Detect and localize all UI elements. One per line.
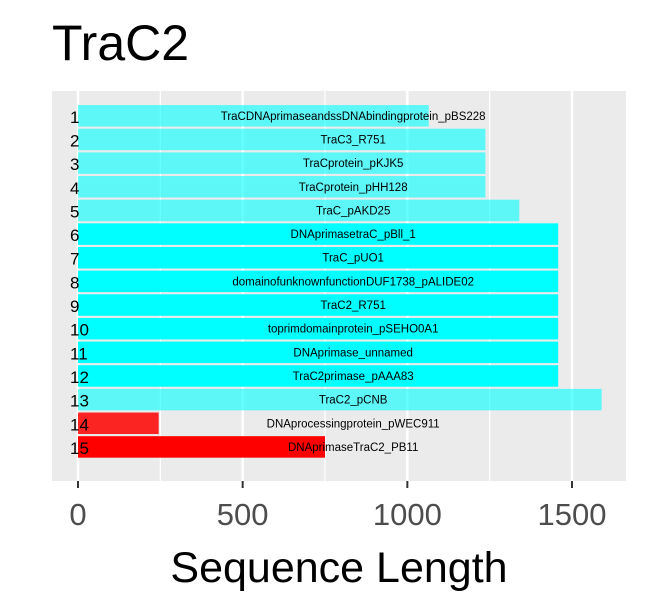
bar-row: 2 TraC3_R751: [70, 128, 486, 151]
bar: [78, 341, 559, 364]
bar-row: 3 TraCprotein_pKJK5: [70, 152, 486, 174]
bar: [78, 365, 559, 387]
bar-name-label: TraCprotein_pKJK5: [303, 158, 404, 170]
bar: [78, 317, 559, 340]
bar-name-label: domainofunknownfunctionDUF1738_pALIDE02: [232, 276, 474, 288]
bar: [78, 105, 429, 127]
bar-name-label: TraC2_pCNB: [319, 395, 388, 407]
bar-row: 11 DNAprimase_unnamed: [70, 341, 559, 364]
bar-name-label: TraC_pAKD25: [316, 205, 390, 217]
x-axis-label: Sequence Length: [170, 544, 507, 592]
bar: [78, 388, 602, 411]
bar-index-label: 8: [70, 273, 79, 292]
bar-name-label: TraCDNAprimaseandssDNAbindingprotein_pBS…: [221, 111, 486, 123]
bar-name-label: TraC3_R751: [320, 134, 385, 146]
bar: [78, 436, 325, 458]
bar-row: 10 toprimdomainprotein_pSEHO0A1: [70, 317, 559, 340]
bar-row: 1 TraCDNAprimaseandssDNAbindingprotein_pB…: [70, 105, 486, 127]
bar-row: 13 TraC2_pCNB: [70, 388, 602, 411]
bar-row: 15 DNAprimaseTraC2_PB11: [70, 436, 418, 458]
bar-index-label: 11: [70, 344, 88, 363]
bar-index-label: 3: [70, 155, 79, 174]
bar: [78, 223, 559, 245]
bar-index-label: 15: [70, 439, 89, 458]
bar-name-label: TraC2_R751: [320, 300, 385, 312]
bar-name-label: TraC_pUO1: [322, 253, 384, 265]
bar: [78, 152, 486, 174]
bar-name-label: DNAprocessingprotein_pWEC911: [267, 418, 440, 430]
bar-index-label: 6: [70, 226, 79, 245]
bar: [78, 128, 486, 151]
bar-index-label: 1: [70, 108, 79, 127]
bar-name-label: TraCprotein_pHH128: [299, 182, 408, 194]
bar: [78, 199, 520, 222]
bar-index-label: 4: [70, 179, 79, 198]
bar-name-label: DNAprimasetraC_pBll_1: [291, 229, 416, 241]
bar: [78, 270, 559, 293]
bar-row: 5 TraC_pAKD25: [70, 199, 520, 222]
bar-row: 4 TraCprotein_pHH128: [70, 176, 486, 198]
bar-name-label: DNAprimaseTraC2_PB11: [288, 442, 418, 454]
bar: [78, 176, 486, 198]
bar-row: 12 TraC2primase_pAAA83: [70, 365, 559, 387]
bar-index-label: 5: [70, 202, 79, 221]
bar-row: 14 DNAprocessingprotein_pWEC911: [70, 412, 440, 435]
x-axis: 0 500 1000 1500: [69, 481, 606, 532]
chart-title: TraC2: [52, 15, 190, 71]
bar-row: 9 TraC2_R751: [70, 294, 559, 316]
bar-index-label: 9: [70, 297, 79, 316]
bar-index-label: 7: [70, 250, 79, 269]
bars-layer: 1 TraCDNAprimaseandssDNAbindingprotein_pB…: [70, 105, 602, 458]
bar-index-label: 12: [70, 368, 89, 387]
bar-index-label: 14: [70, 415, 89, 434]
x-tick-label: 500: [217, 497, 269, 532]
bar: [78, 246, 559, 269]
bar-name-label: toprimdomainprotein_pSEHO0A1: [268, 324, 439, 336]
x-tick-label: 0: [69, 497, 86, 532]
bar-index-label: 2: [70, 131, 79, 150]
bar-row: 7 TraC_pUO1: [70, 246, 559, 269]
bar-name-label: DNAprimase_unnamed: [293, 347, 413, 359]
bar: [78, 294, 559, 316]
bar-index-label: 13: [70, 392, 89, 411]
bar-row: 8 domainofunknownfunctionDUF1738_pALIDE02: [70, 270, 559, 293]
x-tick-label: 1000: [373, 497, 442, 532]
bar-name-label: TraC2primase_pAAA83: [293, 371, 414, 383]
bar: [78, 412, 159, 435]
bar-index-label: 10: [70, 321, 89, 340]
x-tick-label: 1500: [538, 497, 607, 532]
bar-row: 6 DNAprimasetraC_pBll_1: [70, 223, 559, 245]
